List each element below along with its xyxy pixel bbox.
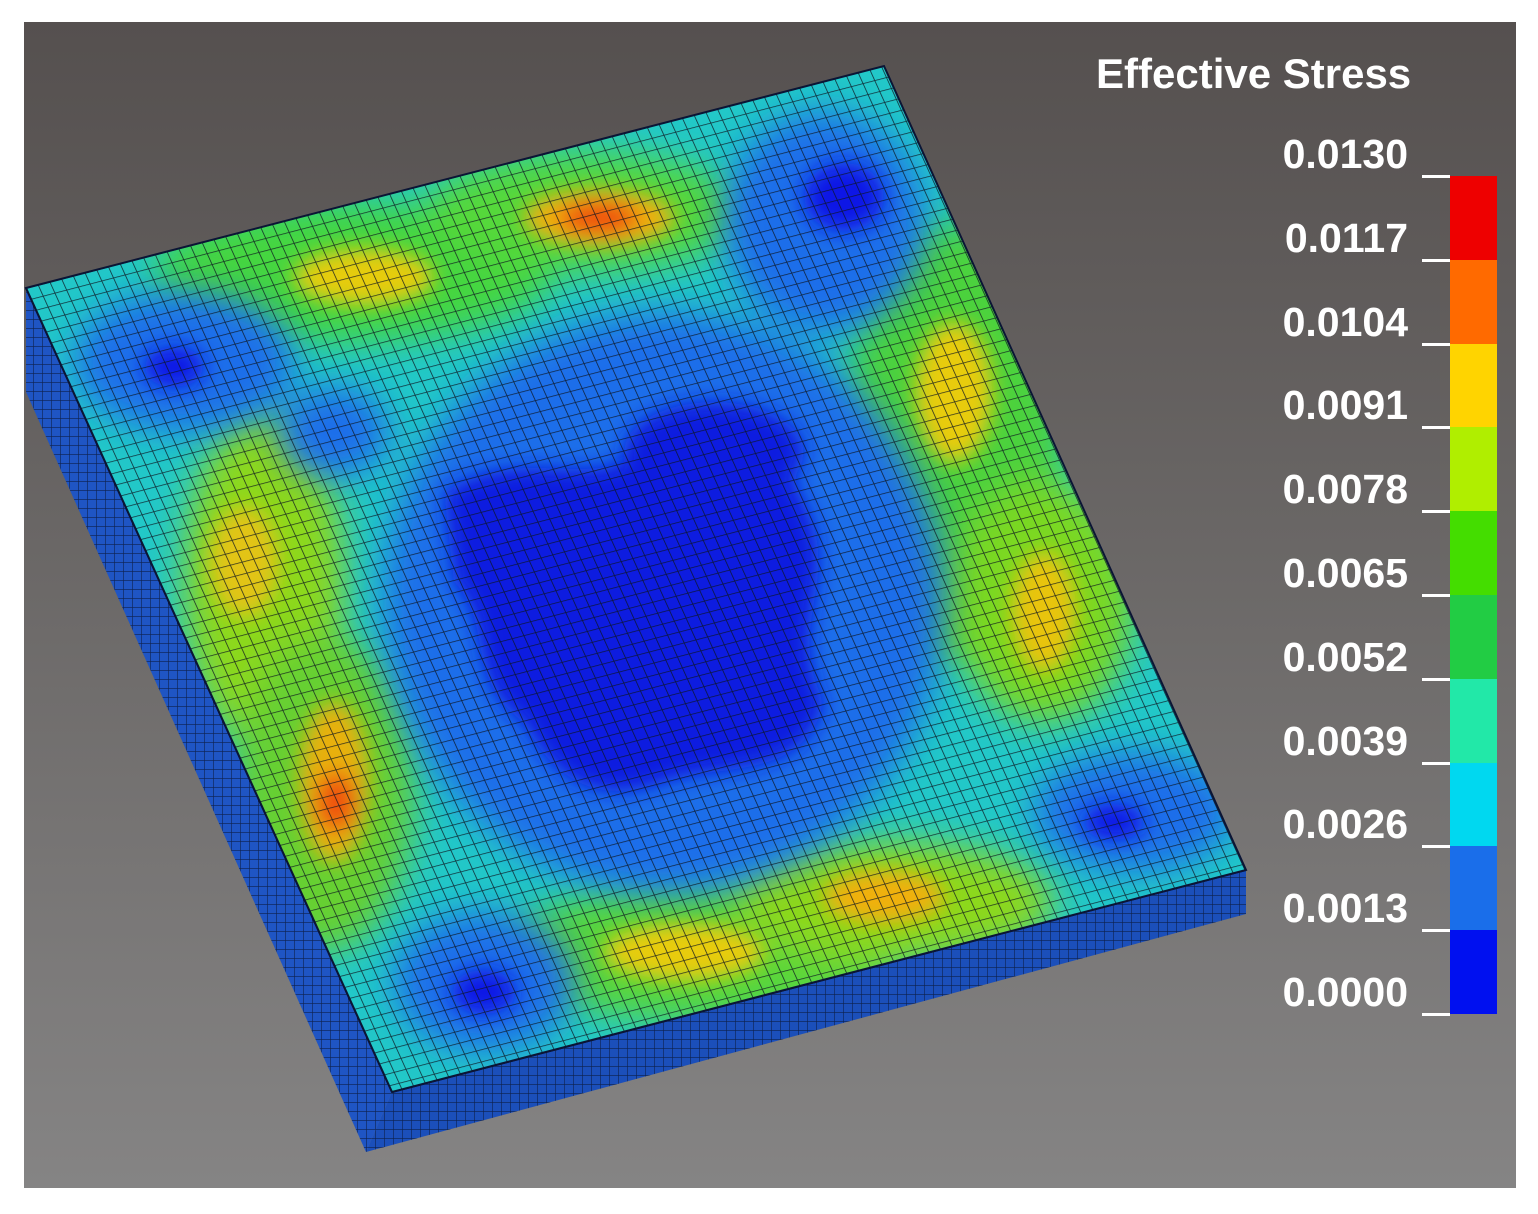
plate-side-left-mesh [26,288,392,1152]
color-scale-bar [1450,176,1497,1014]
scale-tick-label: 0.0078 [1282,466,1408,513]
color-band [1450,343,1497,428]
color-band [1450,427,1497,512]
scale-tick [1422,929,1450,933]
fem-plate-model [24,64,1248,1152]
scale-tick [1422,594,1450,597]
scale-tick-label: 0.0130 [1282,131,1408,177]
scale-tick-label: 0.0000 [1282,969,1408,1015]
color-band [1450,846,1497,931]
scale-tick [1422,175,1450,178]
color-band [1450,511,1497,595]
scale-tick-label: 0.0091 [1282,382,1408,429]
scale-tick [1422,1013,1450,1016]
plate-top-surface [26,66,1246,1092]
scale-tick-label: 0.0104 [1282,298,1408,345]
scale-tick-label: 0.0039 [1282,717,1408,764]
scale-tick-label: 0.0013 [1282,885,1408,932]
color-band [1450,762,1497,847]
color-band [1450,678,1497,763]
plate-side-front-mesh [366,870,1246,1152]
color-band [1450,930,1497,1014]
scale-tick [1422,761,1450,765]
scale-tick [1422,677,1450,681]
scale-tick [1422,845,1450,849]
legend-title: Effective Stress [1096,50,1412,97]
scale-tick [1422,510,1450,514]
scale-tick-label: 0.0065 [1282,550,1408,596]
scale-tick [1422,258,1450,262]
scale-tick-label: 0.0117 [1284,214,1408,261]
scale-tick-label: 0.0052 [1282,633,1408,680]
render-viewport: Effective Stress 0.0130 0.0117 0.0104 0.009… [24,22,1516,1188]
color-band [1450,594,1497,679]
scale-tick [1422,342,1450,346]
scale-tick-label: 0.0026 [1282,801,1408,848]
color-band [1450,176,1497,260]
color-band [1450,259,1497,344]
scale-tick [1422,426,1450,430]
